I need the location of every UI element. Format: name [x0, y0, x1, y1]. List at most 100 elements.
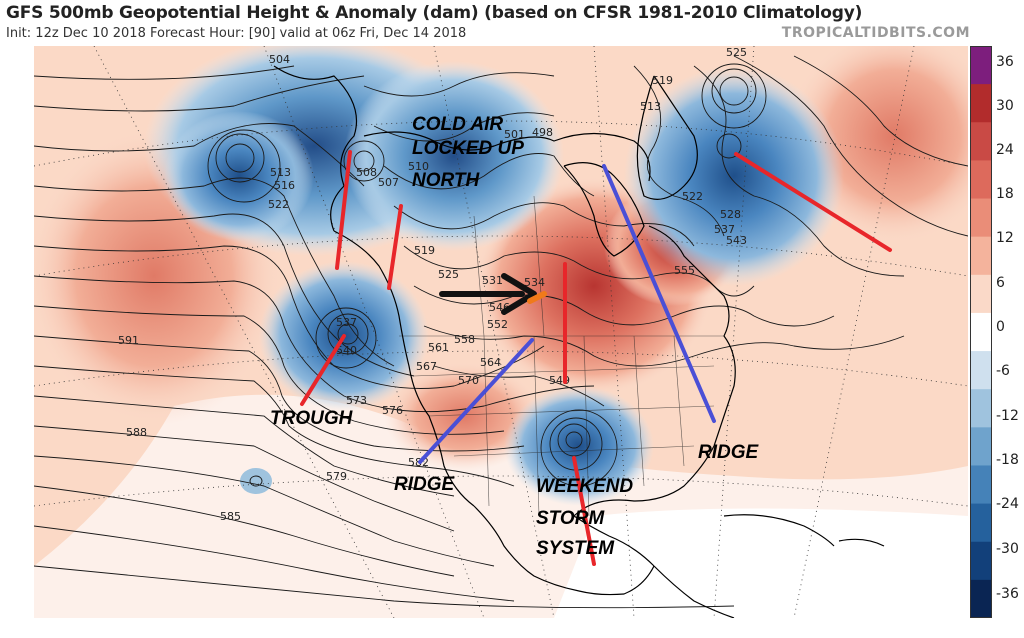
cold-anomaly-pacific-small: [240, 468, 272, 494]
annotation-storm: STORM: [536, 508, 605, 529]
annotation-labels: COLD AIR LOCKED UP NORTH TROUGH RIDGE RI…: [270, 114, 760, 559]
contour-label: 501: [504, 128, 525, 141]
contour-label: 579: [326, 470, 347, 483]
cold-anomaly-arctic: [344, 61, 564, 251]
contour-labels: 504 513 516 522 508 507 510 501 498 519 …: [118, 46, 747, 523]
contour-label: 519: [652, 74, 673, 87]
flow-arrow: [439, 273, 547, 315]
neutral-zone-caribbean: [554, 508, 968, 618]
coastline-pacific-northwest: [333, 230, 475, 507]
colorbar-label: -30: [996, 541, 1019, 557]
contour-label: 570: [458, 374, 479, 387]
contour-label: 537: [336, 316, 357, 329]
coastline-alaska: [273, 65, 358, 232]
colorbar-swatch: [970, 465, 992, 505]
contour-label: 508: [356, 166, 377, 179]
colorbar-swatch: [970, 541, 992, 581]
contour-label: 513: [270, 166, 291, 179]
coastlines: [273, 65, 885, 618]
colorbar-border: [970, 46, 992, 618]
trough-line-pacific: [300, 334, 346, 406]
colorbar-swatch: [970, 122, 992, 161]
flow-arrow-head: [501, 273, 537, 315]
contour-label: 507: [378, 176, 399, 189]
colorbar-swatch: [970, 389, 992, 428]
colorbar-label: -18: [996, 452, 1019, 468]
annotation-north: NORTH: [412, 170, 480, 191]
map-subtitle: Init: 12z Dec 10 2018 Forecast Hour: [90…: [6, 26, 467, 41]
colorbar-swatch: [970, 236, 992, 276]
contour-label: 513: [640, 100, 661, 113]
colorbar-label: 18: [996, 186, 1014, 202]
colorbar-label: 24: [996, 142, 1014, 158]
contour-label: 540: [336, 344, 357, 357]
ridge-line-east: [602, 164, 716, 423]
annotation-weekend: WEEKEND: [536, 476, 633, 497]
trough-line-storm: [572, 456, 596, 566]
trough-line-alaska: [335, 150, 352, 270]
trough-line-bc: [387, 204, 403, 290]
contour-label: 573: [346, 394, 367, 407]
colorbar-swatch: [970, 84, 992, 123]
colorbar-swatch: [970, 351, 992, 390]
contour-label: 561: [428, 341, 449, 354]
contour-label: 591: [118, 334, 139, 347]
coastline-hispaniola: [838, 538, 885, 547]
contour-label: 552: [487, 318, 508, 331]
contour-label: 522: [682, 190, 703, 203]
contour-label: 522: [268, 198, 289, 211]
coastline-east: [648, 225, 736, 447]
contour-label: 588: [126, 426, 147, 439]
contour-label: 567: [416, 360, 437, 373]
lat-lon-grid: [34, 46, 968, 618]
coastline-arctic: [363, 131, 651, 182]
annotation-trough: TROUGH: [270, 408, 354, 429]
annotation-ridge-east: RIDGE: [698, 442, 760, 463]
header: GFS 500mb Geopotential Height & Anomaly …: [0, 0, 1024, 46]
colorbar-swatch: [970, 46, 992, 85]
coastline-greenland: [636, 75, 698, 200]
coastline-baja-mexico: [473, 505, 655, 596]
colorbar-label: 30: [996, 98, 1014, 114]
colorbar-label: -36: [996, 586, 1019, 602]
anomaly-colorbar: [970, 46, 992, 618]
annotation-locked-up: LOCKED UP: [412, 138, 524, 159]
contour-label: 558: [454, 333, 475, 346]
colorbar-swatch: [970, 160, 992, 200]
colorbar-swatch: [970, 579, 992, 618]
contour-label: 510: [408, 160, 429, 173]
contour-label: 543: [726, 234, 747, 247]
colorbar-swatches: [970, 46, 992, 618]
contour-label: 555: [674, 264, 695, 277]
ridge-line-west: [418, 338, 534, 464]
colorbar-label: 0: [996, 319, 1005, 335]
colorbar-label: 6: [996, 275, 1005, 291]
height-contours: [34, 55, 968, 609]
ridge-lines: [418, 164, 716, 464]
contour-label: 516: [274, 179, 295, 192]
annotation-cold-air: COLD AIR: [412, 114, 503, 135]
colorbar-label: 12: [996, 230, 1014, 246]
contour-label: 519: [414, 244, 435, 257]
colorbar-swatch: [970, 427, 992, 466]
coastline-hudson: [563, 162, 645, 257]
contour-label: 534: [524, 276, 545, 289]
colorbar-label: -6: [996, 363, 1010, 379]
contour-label: 585: [220, 510, 241, 523]
colorbar-swatch: [970, 274, 992, 314]
contour-label: 525: [726, 46, 747, 59]
coastline-gulf: [573, 445, 715, 567]
source-credit: TROPICALTIDBITS.COM: [781, 25, 970, 41]
weather-map: 504 513 516 522 508 507 510 501 498 519 …: [34, 46, 968, 618]
colorbar-swatch: [970, 503, 992, 543]
annotation-ridge-west: RIDGE: [394, 474, 456, 495]
colorbar-label: -12: [996, 408, 1019, 424]
annotation-system: SYSTEM: [536, 538, 615, 559]
trough-lines: [300, 150, 892, 566]
cold-anomaly-gulf-alaska: [164, 111, 314, 241]
coastline-central-america: [653, 565, 735, 618]
colorbar-label: 36: [996, 54, 1014, 70]
contour-label: 504: [269, 53, 290, 66]
contour-label: 531: [482, 274, 503, 287]
trough-line-atlantic: [734, 152, 892, 252]
